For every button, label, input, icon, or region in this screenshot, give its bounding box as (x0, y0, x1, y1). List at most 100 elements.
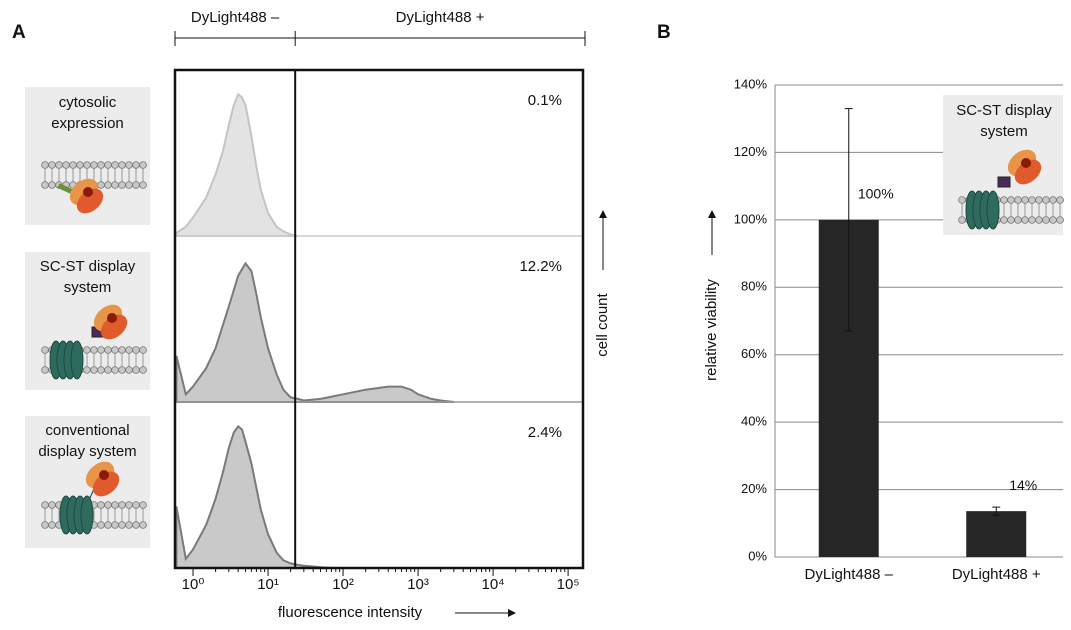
lipid-head (118, 346, 126, 354)
lipid-head (104, 366, 112, 374)
x-axis-label: fluorescence intensity (278, 604, 423, 621)
lipid-head (83, 346, 91, 354)
protein (76, 188, 104, 214)
histogram (175, 92, 299, 237)
protein-site (107, 313, 117, 323)
lipid-head (41, 181, 49, 189)
lipid-head (41, 346, 49, 354)
inset-box (943, 95, 1063, 235)
lipid-head (1000, 216, 1008, 224)
arrow-head (599, 210, 607, 218)
lipid-head (1035, 216, 1043, 224)
gate-label: DyLight488 – (191, 9, 280, 26)
lipid-head (111, 161, 119, 169)
lipid-head (1014, 196, 1022, 204)
lipid-head (125, 161, 133, 169)
lipid-head (41, 366, 49, 374)
lipid-head (132, 501, 140, 509)
lipid-head (97, 366, 105, 374)
lipid-head (104, 161, 112, 169)
row-label-box: SC-ST display system (39, 258, 136, 296)
lipid-head (55, 161, 63, 169)
lipid-head (48, 521, 56, 529)
lipid-head (125, 181, 133, 189)
lipid-head (1042, 196, 1050, 204)
lipid-head (1028, 196, 1036, 204)
lipid-head (97, 521, 105, 529)
lipid-head (90, 366, 98, 374)
lipid-head (1056, 216, 1064, 224)
barrel (986, 190, 1000, 230)
y-axis-label: cell count (594, 292, 611, 356)
lipid-head (125, 521, 133, 529)
lipid-head (1000, 196, 1008, 204)
barrel (70, 340, 84, 380)
value-label: 14% (1009, 477, 1037, 493)
lipid-head (125, 501, 133, 509)
lipid-head (139, 501, 147, 509)
lipid-head (125, 366, 133, 374)
lipid-head (41, 161, 49, 169)
lipid-head (125, 346, 133, 354)
lipid-head (104, 181, 112, 189)
lipid-head (48, 161, 56, 169)
lipid-head (104, 521, 112, 529)
y-axis-label: relative viability (703, 279, 720, 381)
lipid-head (139, 346, 147, 354)
y-tick-label: 100% (734, 211, 768, 226)
lipid-head (97, 346, 105, 354)
protein-site (83, 187, 93, 197)
lipid-head (1007, 216, 1015, 224)
lipid-head (118, 161, 126, 169)
lipid-head (958, 216, 966, 224)
lipid-head (97, 161, 105, 169)
y-tick-label: 60% (741, 346, 767, 361)
x-tick-label: DyLight488 – (805, 566, 894, 583)
x-tick-label: 10² (332, 576, 354, 593)
lipid-head (111, 501, 119, 509)
lipid-head (132, 346, 140, 354)
lipid-head (69, 161, 77, 169)
lipid-head (118, 521, 126, 529)
row-label-box: conventional display system (38, 422, 136, 460)
panel-a-label: A (12, 22, 26, 43)
row-label: SC-ST display system (39, 258, 136, 296)
linker (997, 176, 1011, 188)
lipid-head (139, 161, 147, 169)
lipid-head (97, 501, 105, 509)
lipid-head (41, 521, 49, 529)
histogram (175, 424, 332, 569)
lipid-head (90, 346, 98, 354)
lipid-head (76, 161, 84, 169)
gate-percent: 2.4% (528, 424, 562, 441)
lipid-head (1014, 216, 1022, 224)
lipid-head (1042, 216, 1050, 224)
lipid-head (1056, 196, 1064, 204)
arrow-head (708, 210, 716, 218)
panel-b-label: B (657, 22, 671, 43)
protein-site (99, 470, 109, 480)
lipid-head (118, 501, 126, 509)
x-tick-label: 10³ (407, 576, 429, 593)
inset-label: SC-ST display system (956, 102, 1052, 140)
lipid-head (1028, 216, 1036, 224)
gate-label: DyLight488 + (396, 9, 485, 26)
x-tick-label: 10⁵ (557, 576, 580, 593)
lipid-head (139, 181, 147, 189)
lipid-head (62, 161, 70, 169)
lipid-head (90, 161, 98, 169)
lipid-head (139, 521, 147, 529)
lipid-head (83, 366, 91, 374)
x-tick-label: 10¹ (257, 576, 279, 593)
lipid-head (111, 521, 119, 529)
lipid-head (958, 196, 966, 204)
anchor (57, 183, 73, 194)
gate-percent: 0.1% (528, 92, 562, 109)
barrel (80, 495, 94, 535)
protein (100, 314, 128, 340)
lipid-head (1049, 196, 1057, 204)
y-tick-label: 0% (748, 548, 767, 563)
x-tick-label: 10⁴ (482, 576, 505, 593)
lipid-head (118, 181, 126, 189)
